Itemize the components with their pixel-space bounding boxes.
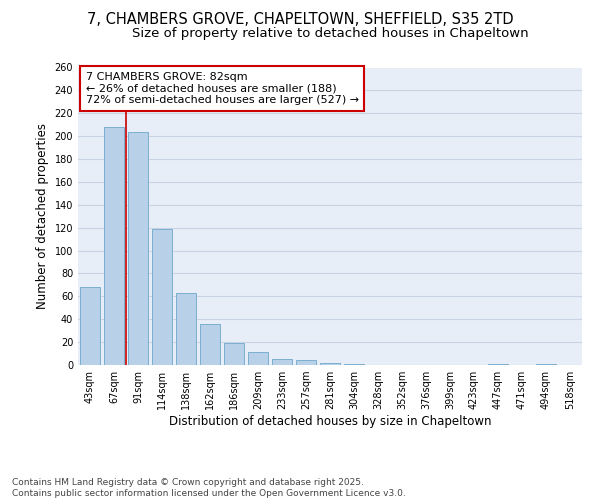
Bar bbox=[104, 127, 124, 365]
Bar bbox=[248, 352, 268, 365]
Bar bbox=[488, 364, 508, 365]
Bar bbox=[224, 344, 244, 365]
Bar bbox=[176, 293, 196, 365]
Text: 7 CHAMBERS GROVE: 82sqm
← 26% of detached houses are smaller (188)
72% of semi-d: 7 CHAMBERS GROVE: 82sqm ← 26% of detache… bbox=[86, 72, 359, 105]
Y-axis label: Number of detached properties: Number of detached properties bbox=[36, 123, 49, 309]
Bar bbox=[320, 362, 340, 365]
Bar bbox=[272, 360, 292, 365]
Bar bbox=[344, 364, 364, 365]
Bar bbox=[80, 287, 100, 365]
X-axis label: Distribution of detached houses by size in Chapeltown: Distribution of detached houses by size … bbox=[169, 415, 491, 428]
Text: Contains HM Land Registry data © Crown copyright and database right 2025.
Contai: Contains HM Land Registry data © Crown c… bbox=[12, 478, 406, 498]
Text: 7, CHAMBERS GROVE, CHAPELTOWN, SHEFFIELD, S35 2TD: 7, CHAMBERS GROVE, CHAPELTOWN, SHEFFIELD… bbox=[86, 12, 514, 28]
Bar bbox=[296, 360, 316, 365]
Bar bbox=[152, 229, 172, 365]
Bar bbox=[536, 364, 556, 365]
Bar bbox=[200, 324, 220, 365]
Bar bbox=[128, 132, 148, 365]
Title: Size of property relative to detached houses in Chapeltown: Size of property relative to detached ho… bbox=[131, 27, 529, 40]
